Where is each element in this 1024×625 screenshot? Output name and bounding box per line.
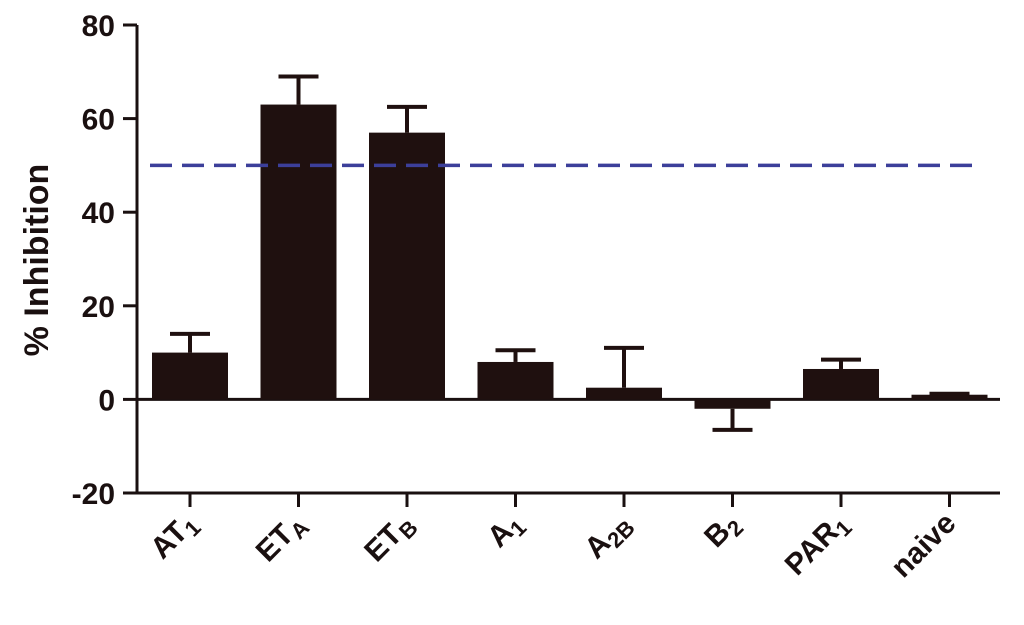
x-tick-label: ETB — [358, 507, 423, 572]
x-tick-label: A1 — [481, 507, 531, 557]
y-tick-label: 20 — [82, 291, 115, 324]
x-tick-label: B2 — [698, 507, 748, 557]
y-tick-label: 60 — [82, 104, 115, 137]
x-tick-label: A2B — [578, 507, 639, 568]
x-tick-label: naive — [885, 507, 963, 585]
bar — [152, 352, 228, 400]
bar — [586, 387, 662, 400]
bar — [911, 394, 988, 400]
x-tick-label: PAR1 — [779, 507, 857, 585]
y-tick-label: -20 — [72, 478, 115, 511]
plot-area: 80 60 40 20 0 -20 AT1 ETA ETB A1 A2B B2 PAR1 naive — [72, 10, 1000, 585]
x-tick-label: ETA — [250, 507, 315, 572]
x-tick-label-main: naive — [885, 507, 963, 585]
bar — [694, 399, 771, 409]
bar — [803, 368, 879, 400]
y-axis-label: % Inhibition — [18, 164, 56, 357]
y-tick-label: 40 — [82, 197, 115, 230]
x-tick-label: AT1 — [144, 507, 206, 569]
bar — [260, 104, 337, 400]
y-tick-label: 0 — [98, 384, 115, 417]
y-tick-label: 80 — [82, 10, 115, 43]
bar — [369, 132, 445, 400]
bar — [477, 361, 554, 400]
